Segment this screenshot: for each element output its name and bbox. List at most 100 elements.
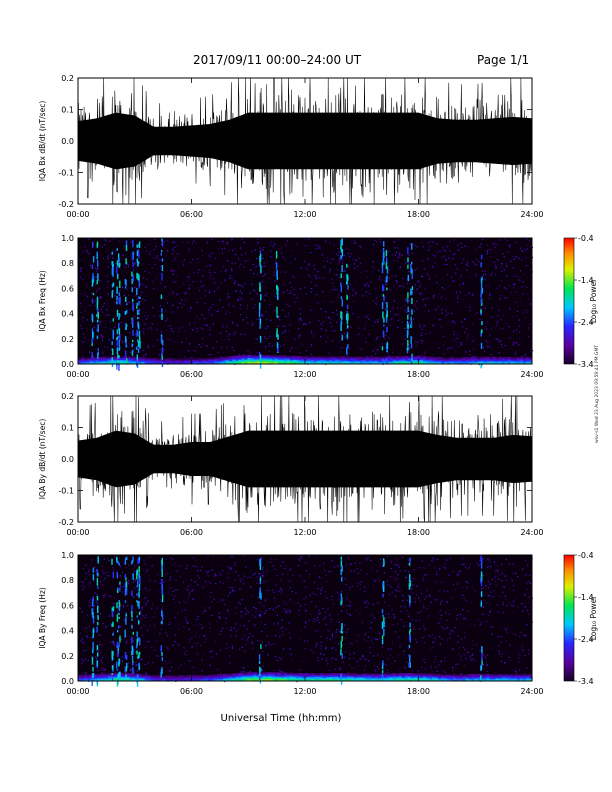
noise-pixel: [202, 338, 204, 340]
noise-pixel: [241, 292, 243, 294]
noise-pixel: [165, 320, 167, 322]
noise-pixel: [349, 601, 351, 603]
low-frequency-cell: [96, 677, 100, 679]
low-frequency-cell: [144, 677, 148, 679]
noise-pixel: [102, 667, 104, 669]
low-frequency-cell: [465, 359, 469, 361]
noise-pixel: [480, 305, 482, 307]
low-frequency-cell: [359, 358, 363, 361]
noise-pixel: [413, 304, 415, 306]
noise-pixel: [323, 618, 325, 620]
noise-pixel: [225, 330, 227, 332]
noise-pixel: [205, 265, 207, 267]
noise-pixel: [324, 591, 327, 593]
low-frequency-cell: [111, 358, 115, 361]
low-frequency-cell: [141, 675, 145, 677]
noise-pixel: [321, 324, 323, 326]
noise-pixel: [506, 240, 509, 242]
noise-pixel: [85, 672, 87, 674]
noise-pixel: [158, 673, 160, 675]
noise-pixel: [170, 339, 172, 342]
low-frequency-cell: [383, 357, 388, 360]
noise-pixel: [192, 598, 194, 600]
noise-pixel: [143, 602, 145, 604]
noise-pixel: [202, 612, 204, 614]
low-frequency-cell: [165, 675, 170, 677]
noise-pixel: [467, 610, 469, 612]
low-frequency-cell: [229, 673, 233, 676]
noise-pixel: [361, 656, 364, 659]
noise-pixel: [460, 242, 462, 244]
noise-pixel: [208, 290, 210, 292]
low-frequency-cell: [353, 362, 357, 364]
noise-pixel: [133, 570, 135, 572]
noise-pixel: [397, 577, 399, 580]
low-frequency-cell: [474, 362, 478, 364]
noise-pixel: [286, 609, 288, 611]
noise-pixel: [354, 267, 356, 269]
noise-pixel: [485, 340, 487, 342]
noise-pixel: [276, 296, 278, 298]
noise-pixel: [412, 628, 414, 630]
noise-pixel: [364, 337, 367, 339]
low-frequency-cell: [78, 678, 82, 680]
noise-pixel: [172, 590, 174, 592]
noise-pixel: [289, 324, 291, 326]
noise-pixel: [387, 352, 389, 354]
noise-pixel: [486, 665, 488, 667]
noise-pixel: [462, 558, 464, 560]
noise-pixel: [316, 644, 318, 646]
noise-pixel: [99, 297, 101, 299]
low-frequency-cell: [156, 675, 161, 677]
noise-pixel: [364, 632, 367, 634]
low-frequency-cell: [229, 678, 233, 681]
low-frequency-cell: [105, 675, 109, 678]
noise-pixel: [414, 305, 417, 307]
y-tick-label: 0.2: [61, 335, 74, 344]
noise-pixel: [96, 649, 98, 651]
low-frequency-cell: [262, 356, 266, 359]
noise-pixel: [244, 559, 246, 561]
spike-mark: [386, 311, 388, 317]
low-frequency-cell: [522, 359, 527, 362]
noise-pixel: [136, 352, 138, 354]
spike-mark: [97, 351, 99, 356]
noise-pixel: [255, 338, 257, 340]
noise-pixel: [152, 306, 154, 309]
low-frequency-cell: [229, 360, 233, 363]
noise-pixel: [81, 327, 83, 330]
noise-pixel: [271, 241, 273, 243]
spike-mark: [116, 339, 118, 347]
noise-pixel: [454, 589, 456, 591]
spike-mark: [260, 294, 262, 301]
noise-pixel: [359, 613, 361, 615]
noise-pixel: [178, 356, 180, 358]
low-frequency-cell: [498, 357, 503, 360]
noise-pixel: [135, 664, 137, 667]
noise-pixel: [259, 247, 262, 249]
noise-pixel: [194, 322, 196, 324]
noise-pixel: [222, 240, 224, 243]
spike-mark: [340, 285, 342, 293]
low-frequency-cell: [365, 362, 369, 364]
noise-pixel: [147, 315, 149, 317]
spectrogram-background: [78, 238, 532, 364]
noise-pixel: [166, 318, 169, 320]
low-frequency-cell: [117, 361, 121, 364]
noise-pixel: [452, 647, 454, 649]
low-frequency-cell: [226, 359, 230, 362]
noise-pixel: [171, 253, 173, 255]
noise-pixel: [257, 579, 259, 581]
noise-pixel: [404, 304, 406, 306]
noise-pixel: [231, 347, 233, 349]
noise-pixel: [269, 608, 271, 610]
noise-pixel: [175, 245, 178, 248]
noise-pixel: [317, 630, 320, 632]
low-frequency-cell: [196, 675, 200, 678]
noise-pixel: [429, 594, 431, 596]
spike-mark: [341, 312, 343, 315]
spike-mark: [124, 279, 127, 285]
low-frequency-cell: [156, 361, 161, 363]
noise-pixel: [460, 321, 463, 323]
noise-pixel: [364, 285, 366, 287]
